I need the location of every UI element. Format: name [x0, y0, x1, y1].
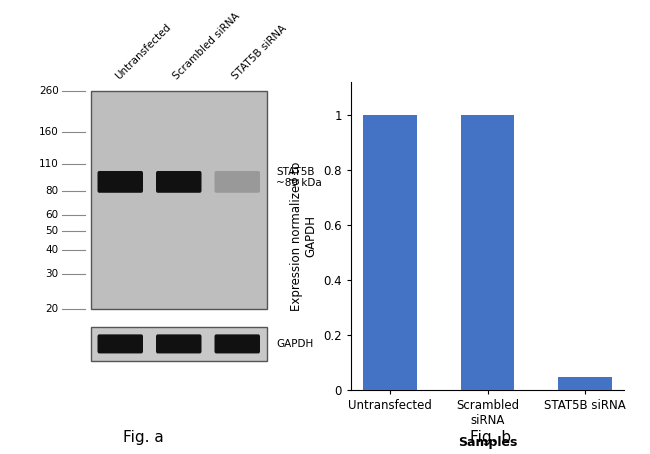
Text: 110: 110	[39, 159, 58, 169]
X-axis label: Samples: Samples	[458, 436, 517, 449]
Bar	[461, 115, 514, 390]
Text: 30: 30	[46, 269, 58, 279]
Text: Fig. b: Fig. b	[470, 430, 512, 445]
Text: STAT5B
~89 kDa: STAT5B ~89 kDa	[276, 167, 322, 188]
Text: Scrambled siRNA: Scrambled siRNA	[172, 11, 242, 82]
Text: 260: 260	[39, 86, 58, 96]
Text: Untransfected: Untransfected	[113, 22, 173, 82]
Text: 80: 80	[46, 186, 58, 196]
FancyBboxPatch shape	[156, 334, 202, 353]
Text: 60: 60	[46, 210, 58, 220]
FancyBboxPatch shape	[98, 334, 143, 353]
Text: 50: 50	[46, 226, 58, 236]
Y-axis label: Expression normalized to
GAPDH: Expression normalized to GAPDH	[290, 161, 318, 311]
Text: Fig. a: Fig. a	[123, 430, 163, 445]
Bar	[363, 115, 417, 390]
FancyBboxPatch shape	[214, 171, 260, 193]
Bar	[91, 91, 266, 309]
Text: 20: 20	[46, 304, 58, 314]
Bar	[558, 377, 612, 390]
Text: GAPDH: GAPDH	[276, 339, 313, 349]
Text: STAT5B siRNA: STAT5B siRNA	[230, 24, 289, 82]
FancyBboxPatch shape	[214, 334, 260, 353]
FancyBboxPatch shape	[98, 171, 143, 193]
Bar	[91, 327, 266, 361]
FancyBboxPatch shape	[156, 171, 202, 193]
Text: 160: 160	[39, 127, 58, 137]
Text: 40: 40	[46, 245, 58, 255]
